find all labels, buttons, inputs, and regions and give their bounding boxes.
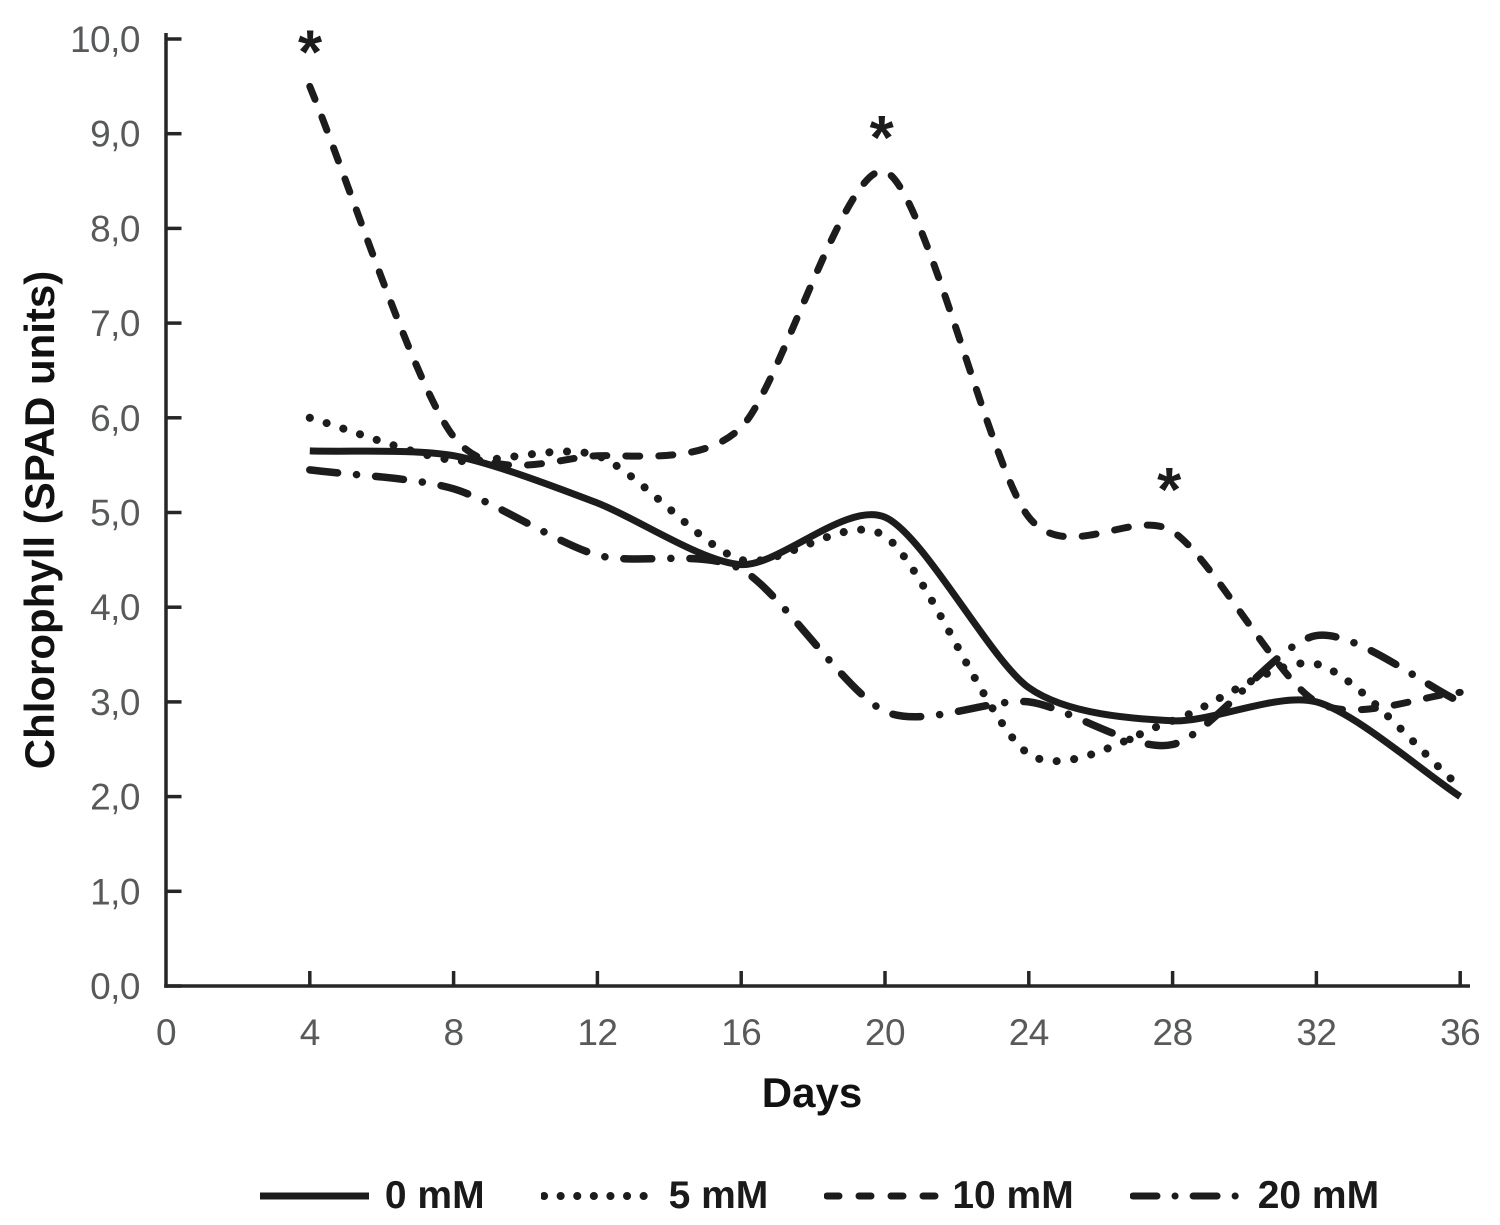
- y-tick-label: 7,0: [90, 303, 140, 344]
- x-tick-label: 16: [721, 1012, 761, 1053]
- legend-item-20-mM: 20 mM: [1129, 1174, 1380, 1218]
- x-tick-label: 24: [1009, 1012, 1049, 1053]
- x-tick-label: 20: [865, 1012, 905, 1053]
- x-tick-label: 28: [1153, 1012, 1193, 1053]
- legend-label: 10 mM: [952, 1174, 1074, 1217]
- y-tick-label: 3,0: [90, 682, 140, 723]
- y-tick-label: 9,0: [90, 114, 140, 155]
- legend-sample-dotted-line: [540, 1192, 656, 1200]
- x-tick-label: 36: [1440, 1012, 1480, 1053]
- legend-item-5-mM: 5 mM: [540, 1174, 769, 1218]
- legend-item-10-mM: 10 mM: [824, 1174, 1074, 1218]
- x-tick-label: 32: [1296, 1012, 1336, 1053]
- legend-item-0-mM: 0 mM: [257, 1174, 485, 1218]
- legend-sample-dashdot-line: [1129, 1192, 1245, 1200]
- x-tick-label: 4: [300, 1012, 320, 1053]
- y-tick-label: 8,0: [90, 208, 140, 249]
- legend-label: 5 mM: [668, 1174, 769, 1217]
- y-tick-label: 2,0: [90, 777, 140, 818]
- legend-sample-solid-line: [259, 1192, 369, 1200]
- series-line-5-mM: [305, 413, 1465, 792]
- y-tick-label: 0,0: [90, 966, 140, 1007]
- y-tick-label: 5,0: [90, 493, 140, 534]
- legend-sample-dashed-line: [824, 1192, 940, 1200]
- significance-asterisk: *: [1157, 456, 1182, 525]
- legend: 0 mM 5 mM 10 mM 20 mM: [166, 1170, 1470, 1222]
- significance-asterisk: *: [298, 19, 323, 88]
- significance-asterisk: *: [870, 104, 895, 173]
- x-tick-label: 12: [577, 1012, 617, 1053]
- series-line-20-mM: [306, 466, 1464, 750]
- x-axis-title: Days: [761, 1069, 863, 1116]
- y-tick-label: 6,0: [90, 398, 140, 439]
- y-tick-label: 1,0: [90, 871, 140, 912]
- y-tick-label: 10,0: [70, 19, 140, 60]
- legend-label: 20 mM: [1257, 1174, 1380, 1217]
- x-tick-label: 8: [444, 1012, 464, 1053]
- y-tick-label: 4,0: [90, 587, 140, 628]
- legend-label: 0 mM: [384, 1174, 485, 1217]
- series-line-10-mM: [306, 82, 1464, 714]
- x-tick-label: 0: [156, 1012, 176, 1053]
- series-line-0-mM: [309, 447, 1463, 800]
- y-axis-title: Chlorophyll (SPAD units): [16, 270, 63, 770]
